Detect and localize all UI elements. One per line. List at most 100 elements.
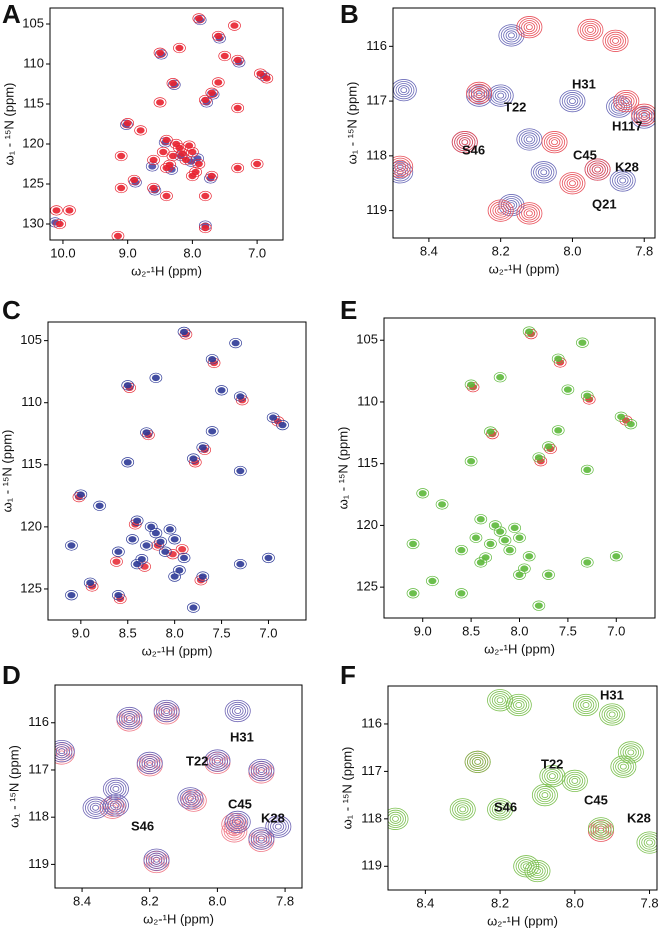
peak bbox=[65, 590, 78, 601]
contour bbox=[503, 544, 517, 556]
peak bbox=[116, 706, 143, 730]
contour bbox=[135, 554, 149, 565]
contour bbox=[548, 137, 561, 148]
peak-label: T22 bbox=[504, 99, 526, 114]
contour bbox=[500, 26, 523, 45]
contour bbox=[211, 755, 224, 766]
peak bbox=[498, 535, 512, 546]
peak bbox=[74, 489, 88, 500]
x-tick-label: 8.4 bbox=[420, 243, 438, 258]
contour bbox=[457, 546, 466, 554]
contour bbox=[226, 824, 243, 839]
peak bbox=[393, 161, 414, 184]
contour bbox=[262, 552, 275, 564]
contour bbox=[236, 560, 245, 568]
contour bbox=[220, 52, 229, 60]
contour bbox=[154, 49, 168, 60]
contour bbox=[185, 142, 194, 149]
contour bbox=[470, 88, 488, 103]
contour bbox=[529, 863, 546, 879]
contour bbox=[459, 806, 467, 813]
contour bbox=[180, 554, 189, 562]
contour bbox=[575, 695, 597, 715]
contour bbox=[144, 521, 158, 533]
peak bbox=[503, 544, 517, 556]
contour bbox=[626, 420, 635, 428]
peak-label: Q21 bbox=[592, 196, 617, 211]
y-tick-label: 116 bbox=[361, 715, 382, 730]
peak bbox=[474, 514, 488, 525]
peak bbox=[53, 218, 67, 230]
contour bbox=[397, 85, 410, 96]
contour bbox=[227, 812, 249, 831]
peak bbox=[65, 540, 78, 551]
contour bbox=[173, 42, 186, 54]
plot-frame bbox=[49, 7, 284, 241]
peak bbox=[487, 199, 514, 222]
contour bbox=[534, 602, 543, 609]
contour bbox=[388, 807, 409, 830]
contour bbox=[467, 752, 489, 771]
contour bbox=[484, 426, 497, 437]
contour bbox=[554, 355, 563, 362]
contour bbox=[393, 157, 411, 176]
contour bbox=[110, 556, 123, 567]
peak bbox=[609, 551, 623, 562]
peak bbox=[135, 554, 149, 565]
x-tick-label: 7.5 bbox=[213, 625, 231, 640]
peak bbox=[516, 16, 543, 39]
contour bbox=[55, 220, 64, 228]
contour bbox=[505, 30, 518, 41]
contour bbox=[191, 168, 200, 176]
contour bbox=[541, 792, 549, 799]
contour bbox=[512, 699, 525, 710]
y-tick-label: 116 bbox=[366, 38, 387, 53]
peak bbox=[617, 741, 644, 764]
contour bbox=[494, 804, 506, 815]
x-tick-label: 9.0 bbox=[72, 625, 90, 640]
contour bbox=[594, 166, 601, 173]
contour bbox=[589, 162, 606, 177]
peak bbox=[189, 166, 202, 178]
contour bbox=[468, 83, 490, 102]
contour bbox=[198, 573, 207, 580]
peak bbox=[455, 588, 468, 599]
peak bbox=[449, 798, 476, 821]
contour bbox=[406, 588, 420, 599]
contour bbox=[159, 148, 168, 156]
contour bbox=[479, 552, 492, 563]
contour bbox=[82, 796, 109, 819]
contour bbox=[561, 92, 584, 111]
peak bbox=[559, 172, 586, 195]
contour bbox=[461, 139, 469, 146]
x-tick-label: 10.0 bbox=[50, 245, 75, 260]
contour bbox=[608, 97, 630, 116]
contour bbox=[257, 835, 265, 842]
contour bbox=[474, 758, 482, 765]
contour bbox=[257, 70, 270, 82]
contour bbox=[544, 769, 561, 784]
plot-frame bbox=[387, 685, 658, 891]
contour bbox=[154, 536, 167, 547]
contour bbox=[253, 762, 270, 778]
contour bbox=[110, 800, 122, 811]
x-tick-label: 8.0 bbox=[510, 623, 528, 638]
contour bbox=[393, 155, 414, 178]
contour bbox=[496, 374, 505, 381]
contour bbox=[121, 380, 135, 391]
y-tick-label: 119 bbox=[366, 202, 387, 217]
peak bbox=[455, 544, 468, 556]
contour bbox=[513, 569, 526, 580]
contour bbox=[633, 108, 655, 127]
contour bbox=[564, 94, 581, 109]
contour bbox=[564, 176, 581, 191]
contour bbox=[153, 699, 180, 723]
contour bbox=[111, 230, 125, 240]
contour bbox=[587, 817, 614, 840]
peak bbox=[464, 750, 491, 774]
peak bbox=[187, 453, 200, 464]
contour bbox=[435, 499, 449, 510]
peak bbox=[112, 546, 125, 557]
contour bbox=[278, 421, 287, 429]
